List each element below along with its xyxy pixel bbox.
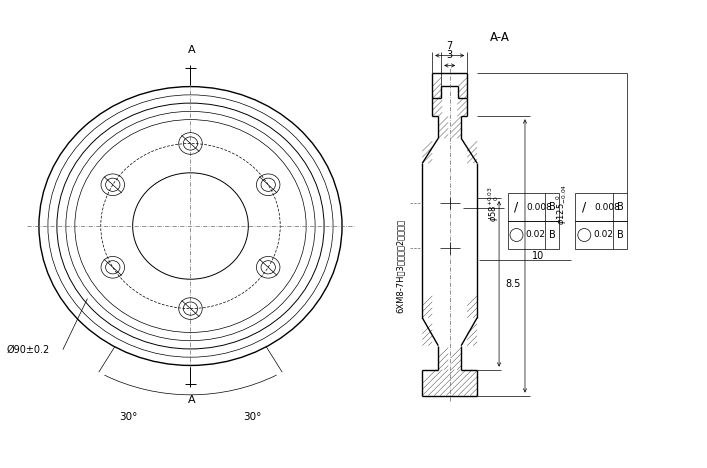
Text: 0.02: 0.02 bbox=[593, 231, 613, 240]
Bar bbox=[508, 221, 559, 249]
Text: 30°: 30° bbox=[119, 412, 138, 422]
Text: 0.02: 0.02 bbox=[525, 231, 546, 240]
Text: 0.008: 0.008 bbox=[595, 203, 620, 212]
Text: 30°: 30° bbox=[243, 412, 262, 422]
Text: $\phi$125$^{\ \ 0}_{-0.04}$: $\phi$125$^{\ \ 0}_{-0.04}$ bbox=[554, 183, 569, 225]
Text: 7: 7 bbox=[447, 41, 453, 51]
Bar bbox=[575, 193, 627, 221]
Text: 6XM8-7H（3个一组，2组均布）: 6XM8-7H（3个一组，2组均布） bbox=[396, 219, 405, 314]
Text: 3: 3 bbox=[447, 50, 452, 59]
Text: A: A bbox=[187, 395, 195, 405]
Text: 0.008: 0.008 bbox=[527, 203, 552, 212]
Text: B: B bbox=[617, 230, 624, 240]
Text: 8.5: 8.5 bbox=[505, 279, 520, 289]
Text: B: B bbox=[617, 202, 624, 212]
Text: $\phi$58$^{+0.03}_{\ \ \ 0}$: $\phi$58$^{+0.03}_{\ \ \ 0}$ bbox=[486, 186, 501, 222]
Text: /: / bbox=[582, 201, 586, 213]
Text: /: / bbox=[515, 201, 519, 213]
Text: B: B bbox=[549, 202, 556, 212]
Text: Ø90±0.2: Ø90±0.2 bbox=[7, 344, 50, 355]
Text: A-A: A-A bbox=[490, 30, 510, 44]
Bar bbox=[508, 193, 559, 221]
Text: 10: 10 bbox=[532, 251, 544, 261]
Text: B: B bbox=[549, 230, 556, 240]
Bar bbox=[575, 221, 627, 249]
Text: A: A bbox=[187, 44, 195, 55]
